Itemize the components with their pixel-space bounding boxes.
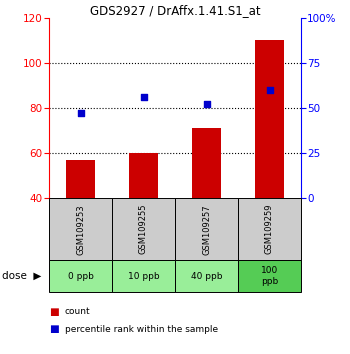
Bar	[66, 160, 94, 198]
Bar	[129, 153, 158, 198]
Text: 10 ppb: 10 ppb	[128, 272, 159, 281]
Text: ■: ■	[49, 324, 59, 334]
Text: 40 ppb: 40 ppb	[191, 272, 222, 281]
Point	[267, 87, 272, 93]
Point	[204, 102, 209, 107]
Text: GSM109257: GSM109257	[202, 204, 211, 255]
Text: dose  ▶: dose ▶	[2, 271, 41, 281]
Text: 100
ppb: 100 ppb	[261, 267, 278, 286]
Title: GDS2927 / DrAffx.1.41.S1_at: GDS2927 / DrAffx.1.41.S1_at	[90, 4, 260, 17]
Text: GSM109259: GSM109259	[265, 204, 274, 255]
Text: GSM109253: GSM109253	[76, 204, 85, 255]
Point	[141, 94, 146, 100]
Point	[78, 110, 83, 116]
Text: GSM109255: GSM109255	[139, 204, 148, 255]
Text: ■: ■	[49, 307, 59, 316]
Bar	[255, 40, 284, 198]
Bar	[193, 128, 221, 198]
Text: percentile rank within the sample: percentile rank within the sample	[65, 325, 218, 334]
Text: count: count	[65, 307, 90, 316]
Text: 0 ppb: 0 ppb	[68, 272, 93, 281]
